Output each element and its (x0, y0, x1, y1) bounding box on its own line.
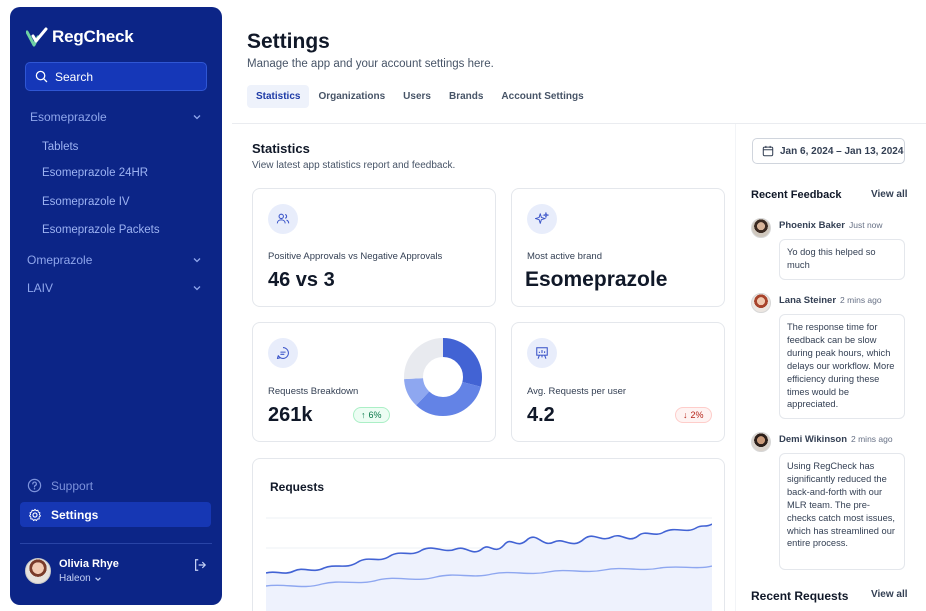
card-label: Requests Breakdown (268, 386, 359, 397)
sidebar-divider (20, 543, 212, 544)
trend-badge-up: ↑ 6% (353, 407, 390, 423)
trend-badge-down: ↓ 2% (675, 407, 712, 423)
gear-icon (29, 508, 41, 521)
nav-item-settings[interactable]: Settings (20, 502, 211, 527)
avatar (751, 293, 771, 313)
badge-value: 2% (690, 410, 704, 420)
calendar-icon (762, 145, 774, 157)
nav-item-esomeprazole-packets[interactable]: Esomeprazole Packets (42, 224, 160, 236)
card-label: Most active brand (527, 251, 602, 262)
feedback-view-all-link[interactable]: View all (871, 189, 908, 200)
feedback-author-name: Phoenix Baker (779, 220, 845, 231)
user-org-label: Haleon (59, 573, 91, 584)
user-profile[interactable]: Olivia Rhye Haleon (25, 558, 119, 584)
avatar (25, 558, 51, 584)
chevron-down-icon (193, 115, 201, 120)
nav-item-support[interactable]: Support (27, 478, 93, 493)
feedback-message: The response time for feedback can be sl… (779, 314, 905, 419)
settings-label: Settings (51, 507, 99, 522)
card-value: 4.2 (527, 404, 555, 426)
stat-card-requests-breakdown: Requests Breakdown 261k ↑ 6% (252, 322, 496, 442)
requests-donut-chart (404, 338, 482, 416)
requests-chart-card: Requests (252, 458, 725, 611)
feedback-author: Phoenix Baker Just now (779, 220, 883, 231)
page-title: Settings (247, 30, 330, 53)
recent-feedback-title: Recent Feedback (751, 189, 842, 201)
stat-card-approvals: Positive Approvals vs Negative Approvals… (252, 188, 496, 307)
badge-value: 6% (368, 410, 382, 420)
chevron-down-icon (193, 286, 201, 291)
presentation-icon (527, 338, 557, 368)
nav-group-label: LAIV (27, 281, 54, 295)
card-label: Positive Approvals vs Negative Approvals (268, 251, 443, 262)
nav-group-omeprazole[interactable]: Omeprazole (27, 253, 202, 267)
requests-view-all-link[interactable]: View all (871, 589, 908, 600)
brand-name: RegCheck (52, 27, 134, 46)
statistics-subtitle: View latest app statistics report and fe… (252, 160, 456, 171)
donut-segment (404, 338, 482, 416)
chevron-down-icon (193, 258, 201, 263)
statistics-title: Statistics (252, 141, 310, 156)
series-line-secondary (266, 565, 712, 588)
feedback-author: Lana Steiner 2 mins ago (779, 295, 882, 306)
arrow-down-icon: ↓ (683, 410, 688, 420)
tab-brands[interactable]: Brands (448, 91, 484, 102)
avatar (751, 432, 771, 452)
users-icon (268, 204, 298, 234)
recent-requests-title: Recent Requests (751, 589, 849, 603)
card-value: 261k (268, 404, 313, 426)
arrow-up-icon: ↑ (361, 410, 366, 420)
stat-card-most-active-brand: Most active brand Esomeprazole (511, 188, 725, 307)
feedback-author-name: Lana Steiner (779, 295, 837, 306)
feedback-message: Using RegCheck has significantly reduced… (779, 453, 905, 570)
user-name: Olivia Rhye (59, 558, 119, 570)
card-value: Esomeprazole (525, 268, 668, 291)
nav-item-esomeprazole-24hr[interactable]: Esomeprazole 24HR (42, 167, 149, 179)
page-subtitle: Manage the app and your account settings… (247, 58, 494, 70)
nav-group-label: Esomeprazole (30, 110, 107, 124)
tab-organizations[interactable]: Organizations (318, 91, 386, 102)
requests-area-chart (266, 517, 712, 611)
feedback-time: 2 mins ago (851, 434, 893, 444)
avatar (751, 218, 771, 238)
nav-group-laiv[interactable]: LAIV (27, 281, 202, 295)
date-range-picker[interactable]: Jan 6, 2024 – Jan 13, 2024 (752, 138, 905, 164)
tab-account-settings[interactable]: Account Settings (501, 91, 584, 102)
chevron-down-icon (94, 576, 101, 581)
message-icon (268, 338, 298, 368)
search-label: Search (55, 69, 94, 84)
tab-statistics[interactable]: Statistics (247, 85, 310, 108)
card-value: 46 vs 3 (268, 269, 335, 291)
search-icon (35, 70, 48, 83)
header-divider (232, 123, 926, 124)
search-input[interactable]: Search (25, 62, 207, 91)
feedback-author-name: Demi Wikinson (779, 434, 848, 445)
nav-group-esomeprazole[interactable]: Esomeprazole (30, 110, 202, 124)
support-label: Support (51, 478, 94, 493)
feedback-author: Demi Wikinson 2 mins ago (779, 434, 893, 445)
series-line-primary (266, 523, 712, 574)
help-circle-icon (27, 478, 42, 493)
brand[interactable]: RegCheck (26, 27, 134, 47)
nav-item-esomeprazole-iv[interactable]: Esomeprazole IV (42, 196, 130, 208)
donut-segment (404, 338, 482, 416)
stat-card-avg-requests: Avg. Requests per user 4.2 ↓ 2% (511, 322, 725, 442)
user-org[interactable]: Haleon (59, 573, 119, 584)
requests-chart-title: Requests (270, 480, 325, 494)
series-area-fill (266, 524, 712, 611)
card-label: Avg. Requests per user (527, 386, 627, 397)
logout-icon[interactable] (193, 558, 207, 572)
feedback-time: 2 mins ago (840, 295, 882, 305)
regcheck-logo-icon (26, 27, 48, 47)
sidebar: RegCheck Search Esomeprazole Tablets Eso… (10, 7, 222, 605)
feedback-time: Just now (849, 220, 883, 230)
feedback-message: Yo dog this helped so much (779, 239, 905, 280)
date-range-label: Jan 6, 2024 – Jan 13, 2024 (780, 145, 904, 157)
nav-item-tablets[interactable]: Tablets (42, 141, 79, 153)
column-divider (735, 124, 736, 611)
tab-users[interactable]: Users (403, 91, 431, 102)
settings-tabs: Statistics Organizations Users Brands Ac… (247, 85, 593, 108)
sparkles-icon (527, 204, 557, 234)
nav-group-label: Omeprazole (27, 253, 93, 267)
